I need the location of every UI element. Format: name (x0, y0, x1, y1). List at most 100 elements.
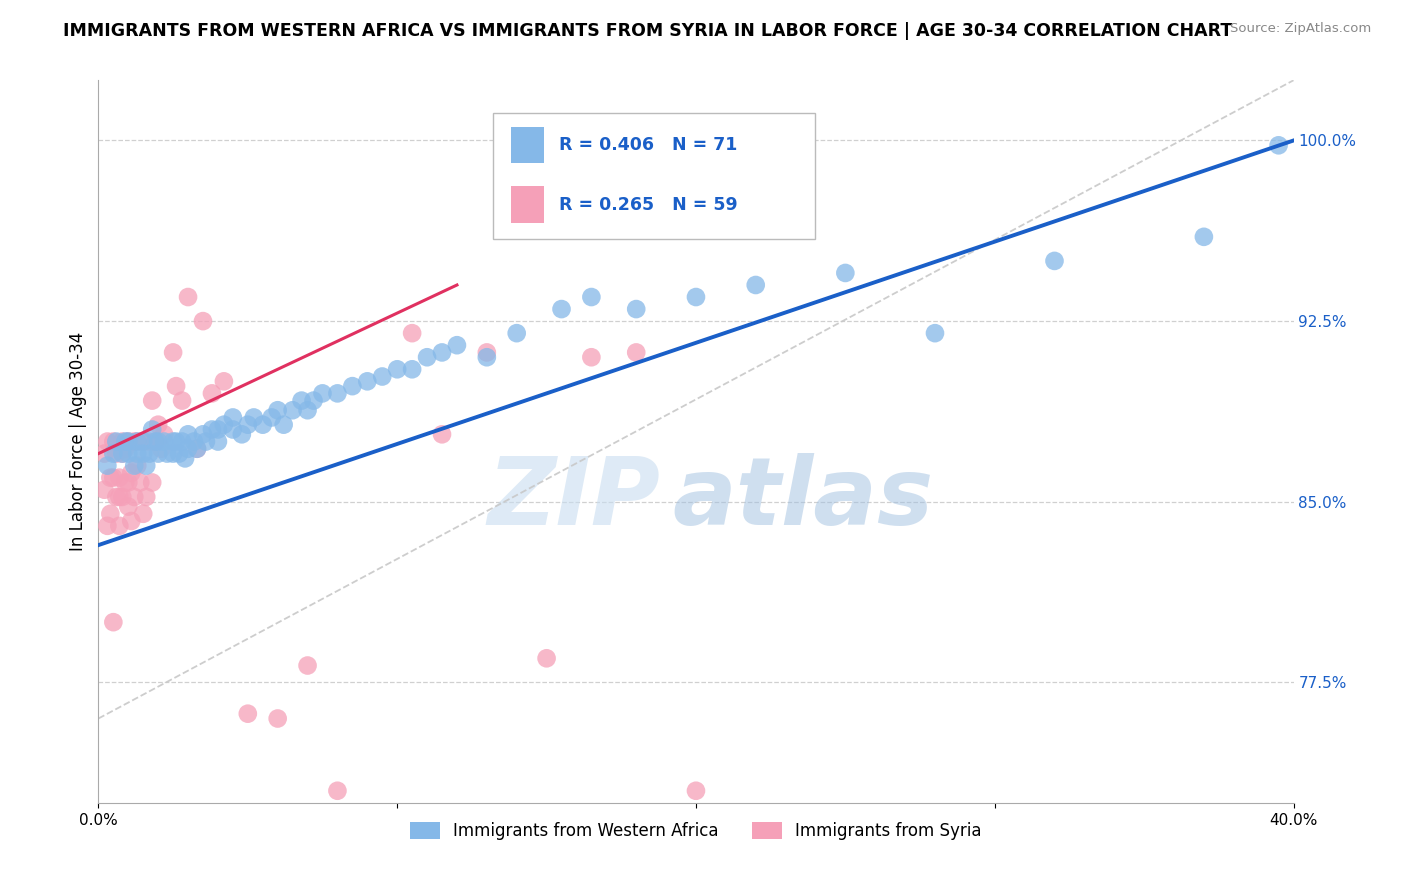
Point (124, 458, 146, 473)
Point (550, 301, 572, 316)
Point (1192, 230, 1215, 244)
Point (132, 446, 155, 460)
Point (105, 490, 128, 504)
Point (141, 475, 163, 490)
Text: R = 0.265   N = 59: R = 0.265 N = 59 (558, 195, 737, 213)
Point (207, 423, 229, 437)
Point (114, 442, 136, 456)
Point (127, 434, 149, 449)
Point (98, 470, 122, 484)
Point (148, 434, 170, 449)
Point (207, 434, 229, 449)
Point (96, 434, 118, 449)
Point (162, 434, 184, 449)
Point (1267, 138, 1289, 153)
Point (401, 326, 423, 340)
Point (446, 338, 468, 352)
Point (153, 434, 176, 449)
Point (243, 410, 266, 425)
Point (138, 446, 160, 460)
Point (186, 442, 208, 456)
Point (371, 369, 394, 384)
Point (231, 427, 253, 442)
Point (111, 446, 134, 460)
Point (212, 374, 235, 388)
Point (111, 490, 134, 504)
Point (260, 410, 283, 425)
Point (111, 446, 134, 460)
Point (311, 386, 333, 401)
Point (135, 458, 157, 473)
Point (177, 442, 200, 456)
Point (174, 451, 197, 466)
FancyBboxPatch shape (494, 112, 815, 239)
Point (834, 266, 856, 280)
Point (626, 301, 648, 316)
Point (222, 410, 245, 425)
Point (129, 475, 152, 490)
Point (127, 446, 149, 460)
Point (135, 490, 157, 504)
Point (177, 427, 200, 442)
Point (430, 427, 453, 442)
Point (195, 434, 218, 449)
Point (236, 706, 259, 721)
Point (297, 403, 319, 417)
Text: atlas: atlas (672, 453, 934, 545)
Point (685, 784, 707, 798)
Point (212, 417, 235, 432)
Point (291, 393, 314, 408)
Point (105, 434, 128, 449)
Text: R = 0.406   N = 71: R = 0.406 N = 71 (558, 136, 737, 154)
Point (177, 290, 200, 304)
Point (172, 393, 194, 408)
Point (297, 658, 319, 673)
Point (167, 446, 190, 460)
Point (150, 442, 173, 456)
Point (141, 393, 163, 408)
Point (267, 403, 290, 417)
Point (108, 490, 131, 504)
Point (1043, 253, 1066, 268)
Point (416, 350, 439, 364)
Point (117, 475, 139, 490)
Point (93, 483, 115, 497)
Point (96, 518, 118, 533)
Point (430, 345, 453, 359)
Point (536, 651, 558, 665)
Point (120, 514, 142, 528)
Point (127, 434, 149, 449)
Point (581, 350, 603, 364)
Point (162, 345, 184, 359)
Point (475, 350, 498, 364)
Point (117, 434, 139, 449)
Point (401, 362, 423, 376)
Legend: Immigrants from Western Africa, Immigrants from Syria: Immigrants from Western Africa, Immigran… (402, 814, 990, 848)
Point (302, 393, 325, 408)
Point (93, 446, 115, 460)
Point (138, 434, 160, 449)
Point (371, 827, 394, 841)
Point (127, 458, 149, 473)
Point (117, 446, 139, 460)
Point (252, 417, 274, 432)
Point (103, 470, 125, 484)
Text: ZIP: ZIP (488, 453, 661, 545)
Point (132, 507, 155, 521)
Point (148, 417, 170, 432)
Point (475, 345, 498, 359)
Point (103, 446, 125, 460)
Point (165, 434, 187, 449)
Point (172, 434, 194, 449)
Y-axis label: In Labor Force | Age 30-34: In Labor Force | Age 30-34 (69, 332, 87, 551)
Point (183, 434, 205, 449)
Point (201, 423, 224, 437)
Point (96, 458, 118, 473)
Point (273, 417, 295, 432)
Point (98, 507, 122, 521)
Point (385, 362, 409, 376)
Point (222, 423, 245, 437)
Point (356, 374, 378, 388)
Point (114, 434, 136, 449)
Point (108, 470, 131, 484)
